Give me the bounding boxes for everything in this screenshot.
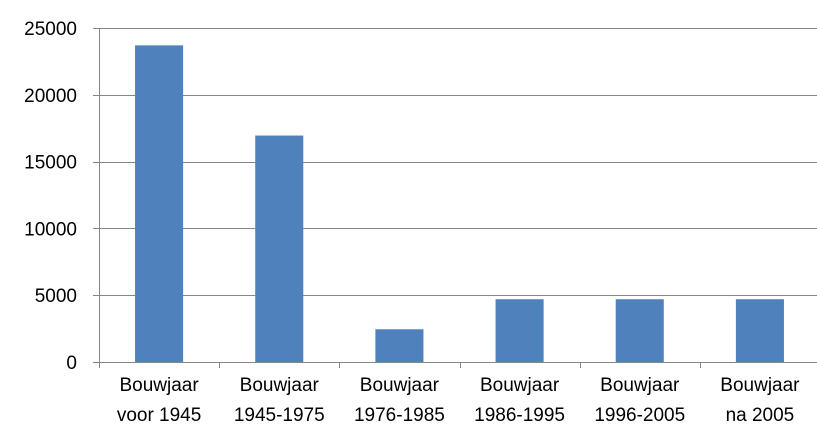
bar <box>495 299 544 362</box>
x-category-label: voor 1945 <box>117 405 202 426</box>
bar <box>255 135 304 362</box>
axes <box>93 28 817 368</box>
x-category-label: 1945-1975 <box>234 405 325 426</box>
y-tick-label: 15000 <box>24 153 77 174</box>
bars <box>135 45 784 362</box>
y-tick-labels: 0 5000 10000 15000 20000 25000 <box>24 19 77 374</box>
y-tick-label: 0 <box>66 353 77 374</box>
bar <box>375 329 424 362</box>
x-category-labels: Bouwjaar voor 1945 Bouwjaar 1945-1975 Bouwja… <box>117 375 800 426</box>
y-tick-label: 25000 <box>24 19 77 40</box>
x-category-label: na 2005 <box>726 405 795 426</box>
bar <box>735 299 784 362</box>
x-category-label: Bouwjaar <box>480 375 560 396</box>
y-tick-label: 10000 <box>24 219 77 240</box>
x-category-label: Bouwjaar <box>600 375 680 396</box>
x-category-label: 1986-1995 <box>474 405 565 426</box>
x-category-label: 1996-2005 <box>594 405 685 426</box>
x-category-label: 1976-1985 <box>354 405 445 426</box>
x-category-label: Bouwjaar <box>240 375 320 396</box>
gridlines <box>99 28 817 296</box>
bar <box>615 299 664 362</box>
x-category-label: Bouwjaar <box>720 375 800 396</box>
x-category-label: Bouwjaar <box>119 375 199 396</box>
bar <box>135 45 184 362</box>
y-tick-label: 20000 <box>24 86 77 107</box>
y-tick-label: 5000 <box>35 286 77 307</box>
x-category-label: Bouwjaar <box>360 375 440 396</box>
